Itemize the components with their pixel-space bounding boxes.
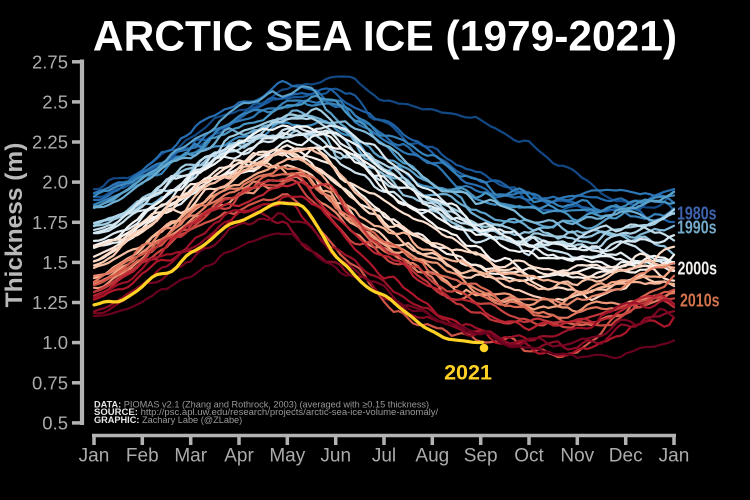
svg-text:Jan: Jan — [79, 446, 110, 467]
svg-text:SOURCE: http://psc.apl.uw.edu/: SOURCE: http://psc.apl.uw.edu/research/p… — [94, 407, 439, 417]
svg-text:1.75: 1.75 — [32, 212, 68, 233]
svg-text:Dec: Dec — [609, 446, 643, 467]
svg-text:GRAPHIC: Zachary Labe (@ZLabe): GRAPHIC: Zachary Labe (@ZLabe) — [94, 415, 242, 425]
svg-text:1980s: 1980s — [677, 203, 717, 224]
svg-text:Nov: Nov — [560, 446, 594, 467]
svg-text:2010s: 2010s — [680, 290, 720, 311]
svg-text:DATA: PIOMAS v2.1 (Zhang and R: DATA: PIOMAS v2.1 (Zhang and Rothrock, 2… — [94, 399, 429, 409]
svg-text:2.75: 2.75 — [32, 51, 68, 72]
svg-text:Jun: Jun — [320, 446, 351, 467]
svg-text:Feb: Feb — [126, 446, 159, 467]
svg-text:2000s: 2000s — [678, 258, 718, 279]
svg-text:0.75: 0.75 — [32, 372, 68, 393]
svg-text:May: May — [269, 446, 305, 467]
svg-text:1990s: 1990s — [677, 217, 717, 238]
svg-text:Thickness (m): Thickness (m) — [1, 143, 28, 308]
svg-text:ARCTIC SEA ICE (1979-2021): ARCTIC SEA ICE (1979-2021) — [93, 14, 677, 61]
svg-text:1.5: 1.5 — [42, 252, 68, 273]
svg-text:Apr: Apr — [224, 446, 254, 467]
svg-text:1.0: 1.0 — [42, 332, 68, 353]
svg-text:2.0: 2.0 — [42, 172, 68, 193]
svg-text:Mar: Mar — [174, 446, 207, 467]
svg-text:1.25: 1.25 — [32, 292, 68, 313]
svg-text:Oct: Oct — [514, 446, 544, 467]
svg-text:0.5: 0.5 — [42, 413, 68, 434]
svg-text:Sep: Sep — [464, 446, 498, 467]
svg-text:2.5: 2.5 — [42, 92, 68, 113]
svg-text:Jul: Jul — [372, 446, 396, 467]
svg-text:2.25: 2.25 — [32, 132, 68, 153]
svg-text:2021: 2021 — [444, 361, 492, 385]
svg-text:Jan: Jan — [659, 446, 690, 467]
svg-text:Aug: Aug — [415, 446, 449, 467]
